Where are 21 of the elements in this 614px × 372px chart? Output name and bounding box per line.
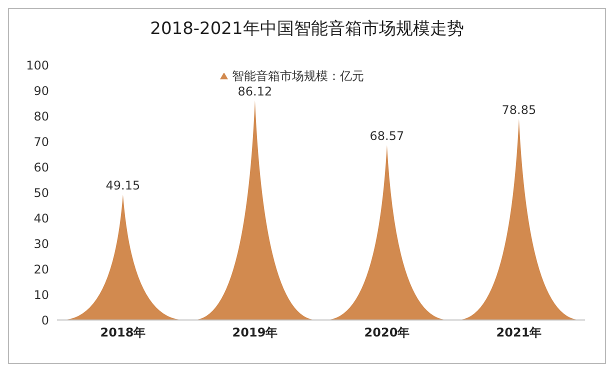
- y-tick-label: 20: [34, 262, 49, 276]
- y-tick-label: 40: [34, 211, 49, 226]
- y-tick-label: 0: [41, 313, 49, 328]
- y-tick-label: 10: [34, 288, 49, 302]
- data-label: 78.85: [502, 102, 536, 117]
- y-tick-label: 70: [34, 134, 49, 149]
- y-tick-label: 60: [34, 160, 49, 174]
- x-tick-label: 2018年: [100, 326, 146, 340]
- data-label: 68.57: [370, 129, 404, 144]
- y-tick-label: 100: [26, 58, 49, 72]
- x-tick-label: 2019年: [232, 326, 278, 340]
- x-tick-label: 2020年: [364, 326, 410, 340]
- legend-label: 智能音箱市场规模：亿元: [232, 69, 364, 83]
- data-label: 49.15: [106, 178, 140, 193]
- y-tick-label: 90: [34, 84, 49, 98]
- y-tick-label: 80: [34, 109, 49, 124]
- x-tick-label: 2021年: [496, 326, 542, 340]
- data-label: 86.12: [238, 84, 272, 98]
- y-tick-label: 30: [34, 236, 49, 251]
- y-tick-label: 50: [34, 186, 49, 200]
- chart-title: 2018-2021年中国智能音箱市场规模走势: [149, 18, 465, 40]
